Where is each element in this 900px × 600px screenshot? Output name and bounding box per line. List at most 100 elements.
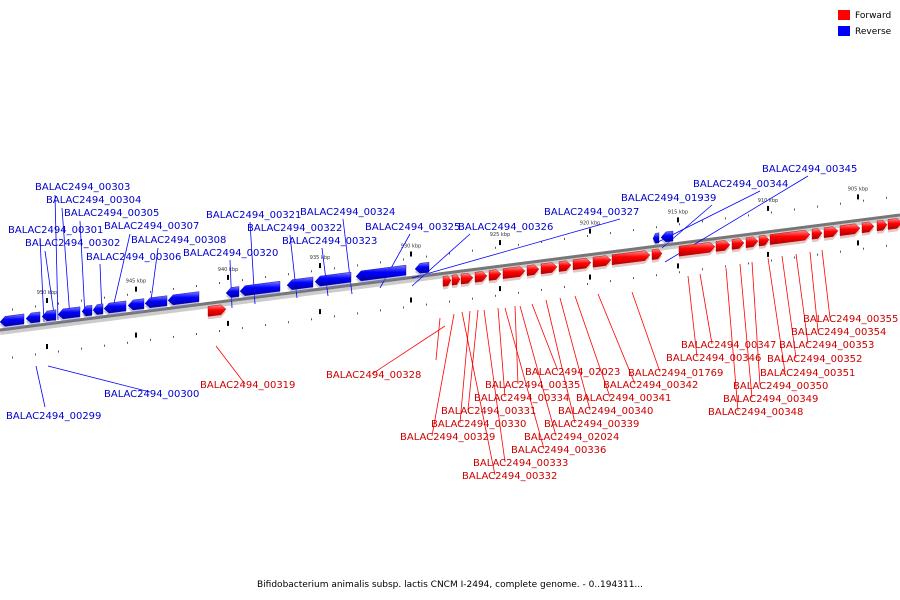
gene-label-reverse[interactable]: BALAC2494_00345 bbox=[762, 164, 857, 175]
gene-arrow-forward[interactable] bbox=[572, 257, 592, 271]
gene-label-reverse[interactable]: BALAC2494_00325 bbox=[365, 222, 460, 233]
gene-arrow-reverse[interactable] bbox=[239, 280, 281, 296]
gene-arrow-forward[interactable] bbox=[769, 229, 811, 245]
gene-label-reverse[interactable]: BALAC2494_00305 bbox=[64, 208, 159, 219]
gene-label-forward[interactable]: BALAC2494_00355 bbox=[803, 314, 898, 325]
gene-arrow-forward[interactable] bbox=[823, 226, 839, 238]
gene-arrow-forward[interactable] bbox=[451, 274, 461, 286]
major-tick bbox=[767, 251, 769, 257]
gene-arrow-reverse[interactable] bbox=[167, 291, 200, 306]
gene-label-forward[interactable]: BALAC2494_00340 bbox=[558, 406, 653, 417]
gene-arrow-forward[interactable] bbox=[715, 240, 731, 252]
gene-label-forward[interactable]: BALAC2494_00330 bbox=[431, 419, 526, 430]
gene-arrow-forward[interactable] bbox=[811, 228, 823, 240]
gene-arrow-reverse[interactable] bbox=[652, 232, 660, 244]
scale-dot bbox=[173, 335, 174, 338]
coordinate-ticks: 950 kbp 945 kbp 940 kbp 935 kbp 930 kbp 925 k… bbox=[12, 186, 887, 359]
gene-label-forward[interactable]: BALAC2494_00329 bbox=[400, 432, 495, 443]
gene-label-forward[interactable]: BALAC2494_00347 bbox=[681, 340, 776, 351]
gene-arrow-forward[interactable] bbox=[442, 275, 452, 287]
gene-label-forward[interactable]: BALAC2494_02023 bbox=[525, 367, 620, 378]
gene-arrow-forward[interactable] bbox=[839, 223, 861, 236]
gene-arrow-forward[interactable] bbox=[460, 272, 474, 285]
gene-arrow-forward[interactable] bbox=[745, 236, 759, 248]
gene-arrow-reverse[interactable] bbox=[81, 304, 93, 317]
gene-label-forward[interactable]: BALAC2494_00352 bbox=[767, 354, 862, 365]
gene-arrow-forward[interactable] bbox=[474, 271, 488, 283]
gene-arrow-reverse[interactable] bbox=[92, 303, 104, 315]
gene-label-reverse[interactable]: BALAC2494_01939 bbox=[621, 193, 716, 204]
gene-label-forward[interactable]: BALAC2494_00348 bbox=[708, 407, 803, 418]
gene-label-reverse[interactable]: BALAC2494_00301 bbox=[8, 225, 103, 236]
gene-arrow-reverse[interactable] bbox=[414, 261, 430, 274]
gene-arrow-forward[interactable] bbox=[540, 262, 558, 275]
gene-arrow-reverse[interactable] bbox=[286, 276, 314, 290]
gene-label-reverse[interactable]: BALAC2494_00303 bbox=[35, 182, 130, 193]
scale-dot bbox=[587, 283, 588, 285]
gene-label-forward[interactable]: BALAC2494_00332 bbox=[462, 471, 557, 482]
gene-label-reverse[interactable]: BALAC2494_00308 bbox=[131, 235, 226, 246]
gene-arrow-forward[interactable] bbox=[678, 242, 716, 257]
gene-label-forward[interactable]: BALAC2494_00350 bbox=[733, 381, 828, 392]
gene-label-forward[interactable]: BALAC2494_00346 bbox=[666, 353, 761, 364]
gene-arrow-reverse[interactable] bbox=[103, 300, 127, 314]
gene-arrow-forward[interactable] bbox=[758, 235, 770, 247]
gene-arrow-forward[interactable] bbox=[488, 269, 502, 281]
gene-label-forward[interactable]: BALAC2494_00349 bbox=[723, 394, 818, 405]
gene-label-reverse[interactable]: BALAC2494_00320 bbox=[183, 248, 278, 259]
gene-arrow-forward[interactable] bbox=[502, 266, 526, 279]
gene-label-forward[interactable]: BALAC2494_00339 bbox=[544, 419, 639, 430]
gene-label-forward[interactable]: BALAC2494_00351 bbox=[760, 368, 855, 379]
gene-label-reverse[interactable]: BALAC2494_00299 bbox=[6, 411, 101, 422]
gene-label-forward[interactable]: BALAC2494_00342 bbox=[603, 380, 698, 391]
leader-line bbox=[725, 267, 739, 412]
gene-label-forward[interactable]: BALAC2494_02024 bbox=[524, 432, 619, 443]
gene-arrow-reverse[interactable] bbox=[314, 271, 352, 287]
gene-label-forward[interactable]: BALAC2494_00354 bbox=[791, 327, 886, 338]
gene-arrow-reverse[interactable] bbox=[25, 311, 41, 324]
gene-arrow-forward[interactable] bbox=[526, 264, 540, 276]
gene-label-reverse[interactable]: BALAC2494_00323 bbox=[282, 236, 377, 247]
gene-arrow-forward[interactable] bbox=[861, 221, 875, 234]
gene-label-forward[interactable]: BALAC2494_00341 bbox=[576, 393, 671, 404]
gene-arrow-reverse[interactable] bbox=[57, 306, 81, 320]
gene-arrow-forward[interactable] bbox=[876, 219, 888, 232]
gene-label-forward[interactable]: BALAC2494_00328 bbox=[326, 370, 421, 381]
gene-label-forward[interactable]: BALAC2494_01769 bbox=[628, 368, 723, 379]
gene-arrow-forward[interactable] bbox=[731, 238, 745, 250]
scale-dot bbox=[449, 252, 450, 255]
gene-label-reverse[interactable]: BALAC2494_00302 bbox=[25, 238, 120, 249]
gene-label-reverse[interactable]: BALAC2494_00321 bbox=[206, 210, 301, 221]
gene-arrow-forward[interactable] bbox=[558, 260, 572, 272]
gene-arrow-forward[interactable] bbox=[611, 250, 651, 266]
gene-arrow-reverse[interactable] bbox=[144, 295, 168, 309]
gene-arrow-forward[interactable] bbox=[207, 304, 227, 317]
gene-label-forward[interactable]: BALAC2494_00336 bbox=[511, 445, 606, 456]
legend-item-forward[interactable]: Forward bbox=[838, 10, 891, 21]
gene-label-forward[interactable]: BALAC2494_00335 bbox=[485, 380, 580, 391]
gene-label-forward[interactable]: BALAC2494_00319 bbox=[200, 380, 295, 391]
leader-line bbox=[411, 218, 621, 279]
gene-label-forward[interactable]: BALAC2494_00353 bbox=[779, 340, 874, 351]
gene-label-reverse[interactable]: BALAC2494_00307 bbox=[104, 221, 199, 232]
gene-arrow-reverse[interactable] bbox=[225, 286, 240, 298]
gene-label-reverse[interactable]: BALAC2494_00327 bbox=[544, 207, 639, 218]
gene-arrow-forward[interactable] bbox=[651, 248, 663, 260]
gene-label-reverse[interactable]: BALAC2494_00322 bbox=[247, 223, 342, 234]
gene-arrow-reverse[interactable] bbox=[127, 298, 145, 311]
gene-arrow-reverse[interactable] bbox=[660, 230, 674, 243]
gene-arrow-forward[interactable] bbox=[592, 255, 612, 268]
gene-label-forward[interactable]: BALAC2494_00331 bbox=[441, 406, 536, 417]
gene-arrow-reverse[interactable] bbox=[41, 309, 57, 322]
legend-item-reverse[interactable]: Reverse bbox=[838, 26, 892, 37]
gene-arrow-reverse[interactable] bbox=[355, 264, 407, 282]
gene-label-reverse[interactable]: BALAC2494_00344 bbox=[693, 179, 788, 190]
gene-label-reverse[interactable]: BALAC2494_00324 bbox=[300, 207, 395, 218]
gene-arrow-reverse[interactable] bbox=[0, 313, 25, 327]
gene-label-reverse[interactable]: BALAC2494_00304 bbox=[46, 195, 141, 206]
gene-label-reverse[interactable]: BALAC2494_00300 bbox=[104, 389, 199, 400]
gene-label-forward[interactable]: BALAC2494_00333 bbox=[473, 458, 568, 469]
gene-label-reverse[interactable]: BALAC2494_00326 bbox=[458, 222, 553, 233]
gene-label-reverse[interactable]: BALAC2494_00306 bbox=[86, 252, 181, 263]
gene-label-forward[interactable]: BALAC2494_00334 bbox=[474, 393, 569, 404]
